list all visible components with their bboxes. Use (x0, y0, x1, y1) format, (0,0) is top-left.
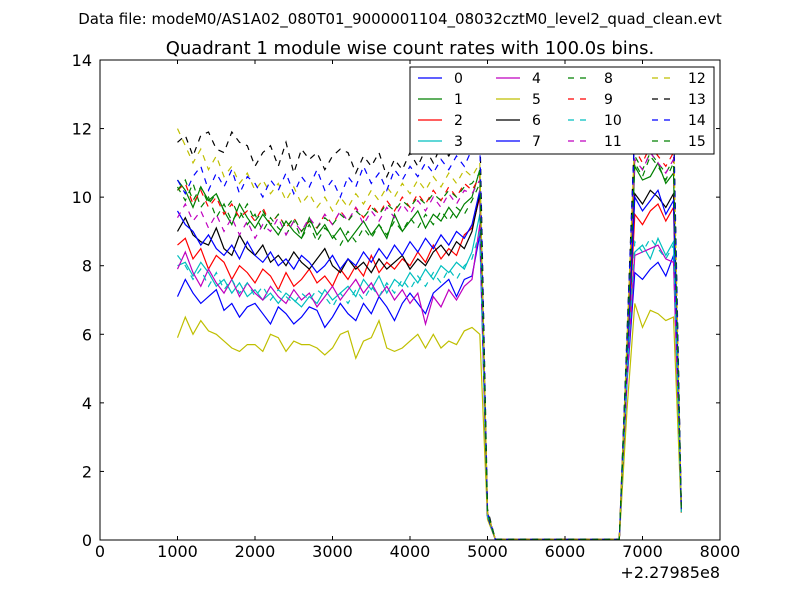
legend-entry-15: 15 (652, 134, 706, 150)
legend-label: 1 (454, 92, 463, 108)
series-line-15 (177, 154, 682, 540)
legend-entry-13: 13 (652, 92, 706, 108)
x-tick-label: 8000 (700, 542, 741, 561)
y-tick-label: 6 (82, 325, 92, 344)
x-tick-label: 1000 (157, 542, 198, 561)
y-tick-label: 0 (82, 531, 92, 550)
legend-entry-14: 14 (652, 113, 706, 129)
legend-entry-8: 8 (568, 71, 613, 87)
x-tick-label: 2000 (235, 542, 276, 561)
x-offset-label: +2.27985e8 (620, 563, 720, 582)
y-tick-labels: 0 2 4 6 8 10 12 14 (72, 51, 92, 550)
legend-label: 5 (532, 92, 541, 108)
legend-label: 11 (604, 134, 622, 150)
y-tick-label: 10 (72, 188, 92, 207)
chart-title: Quadrant 1 module wise count rates with … (166, 38, 655, 59)
series-line-11 (176, 151, 682, 540)
y-tick-label: 12 (72, 120, 92, 139)
legend-label: 9 (604, 92, 613, 108)
legend-label: 7 (532, 134, 541, 150)
legend-entry-11: 11 (568, 134, 622, 150)
x-tick-label: 7000 (622, 542, 663, 561)
legend-entry-6: 6 (496, 113, 541, 129)
legend-entry-0: 0 (418, 71, 463, 87)
y-tick-label: 4 (82, 394, 92, 413)
y-tick-label: 14 (72, 51, 92, 70)
series-layer (176, 118, 682, 540)
legend-entry-2: 2 (418, 113, 463, 129)
legend-entry-5: 5 (496, 92, 541, 108)
legend-entry-4: 4 (496, 71, 541, 87)
x-tick-label: 0 (95, 542, 105, 561)
series-line-14 (176, 120, 682, 540)
legend-label: 3 (454, 134, 463, 150)
legend-box (409, 66, 715, 155)
legend-label: 2 (454, 113, 463, 129)
legend-label: 12 (688, 71, 706, 87)
legend-entry-10: 10 (568, 113, 622, 129)
x-tick-label: 6000 (545, 542, 586, 561)
x-tick-labels: 0 1000 2000 3000 4000 5000 6000 7000 8000 (95, 542, 740, 561)
legend-entry-3: 3 (418, 134, 463, 150)
legend-label: 14 (688, 113, 706, 129)
figure-suptitle: Data file: modeM0/AS1A02_080T01_90000011… (78, 10, 722, 29)
legend-label: 8 (604, 71, 613, 87)
plot-frame (99, 59, 721, 541)
legend-label: 15 (688, 134, 706, 150)
x-tick-label: 4000 (390, 542, 431, 561)
y-tick-label: 8 (82, 257, 92, 276)
y-tick-label: 2 (82, 462, 92, 481)
legend-entry-9: 9 (568, 92, 613, 108)
legend-label: 10 (604, 113, 622, 129)
legend-label: 13 (688, 92, 706, 108)
legend-label: 6 (532, 113, 541, 129)
x-tick-label: 5000 (467, 542, 508, 561)
series-line-9 (177, 144, 682, 540)
x-tick-label: 3000 (312, 542, 353, 561)
series-line-12 (176, 127, 682, 540)
legend-entry-7: 7 (496, 134, 541, 150)
legend-label: 0 (454, 71, 463, 87)
legend-label: 4 (532, 71, 541, 87)
legend-entry-1: 1 (418, 92, 463, 108)
legend-entry-12: 12 (652, 71, 706, 87)
